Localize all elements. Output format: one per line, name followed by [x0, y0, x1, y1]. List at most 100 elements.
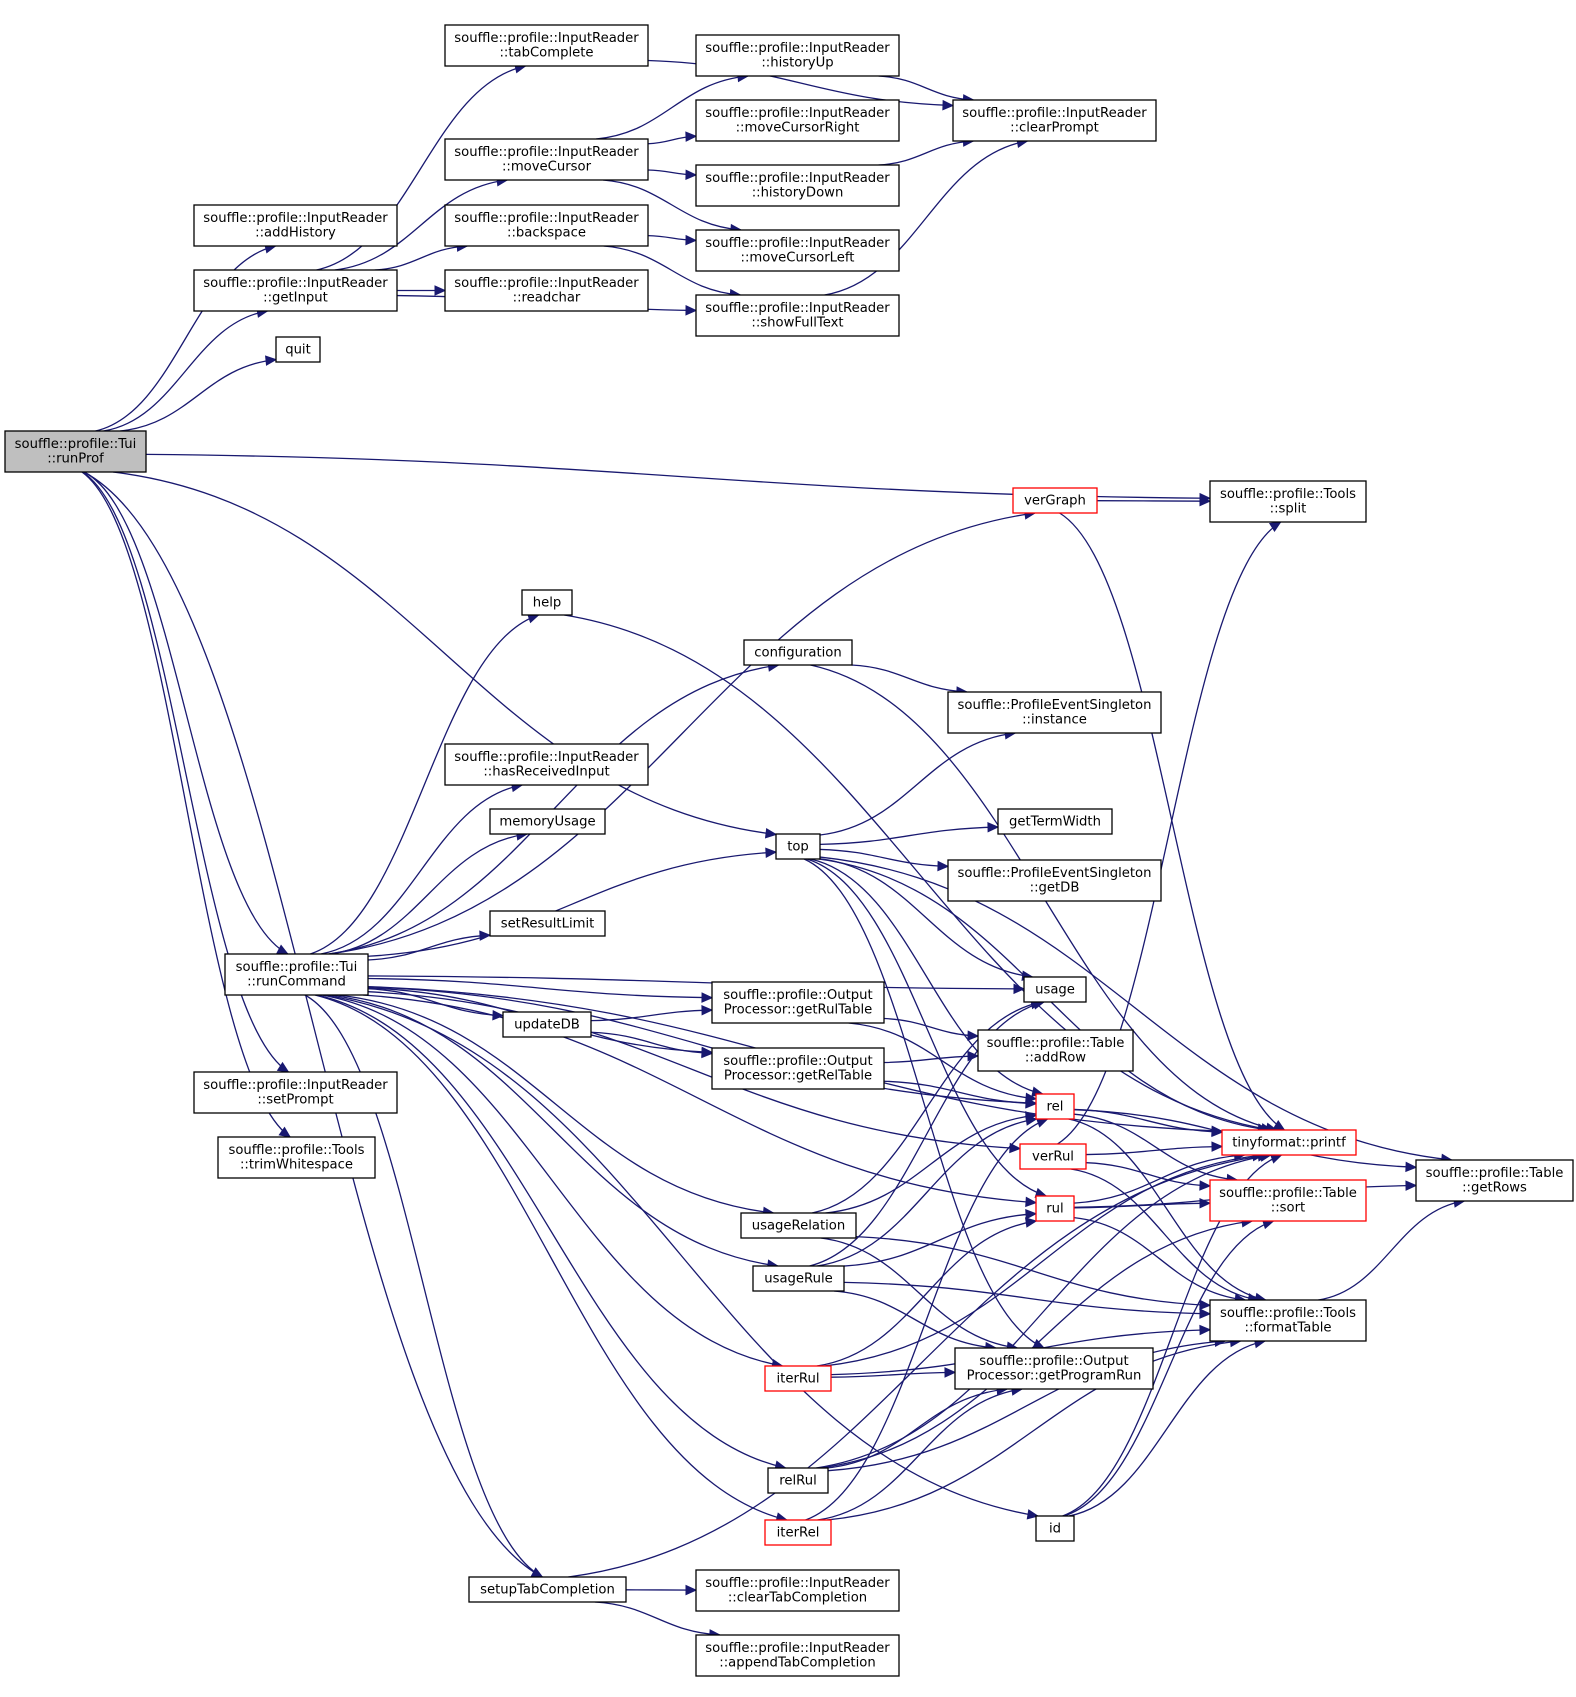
node-label-updateDB-0: updateDB [514, 1017, 580, 1032]
node-label-readchar-1: ::readchar [513, 291, 581, 306]
node-label-runProf-0: souffle::profile::Tui [15, 437, 137, 452]
node-runCommand[interactable]: souffle::profile::Tui::runCommand [225, 954, 368, 995]
node-label-getRows-0: souffle::profile::Table [1426, 1166, 1564, 1181]
edge-runProf-to-runCommand [84, 472, 288, 954]
node-runProf[interactable]: souffle::profile::Tui::runProf [5, 431, 146, 472]
node-getTermWidth[interactable]: getTermWidth [998, 809, 1112, 834]
arrowhead-tabComplete-to-clearPrompt [943, 101, 953, 110]
node-rel[interactable]: rel [1036, 1094, 1074, 1119]
node-hasReceivedInput[interactable]: souffle::profile::InputReader::hasReceiv… [445, 744, 648, 785]
node-formatTable[interactable]: souffle::profile::Tools::formatTable [1210, 1300, 1366, 1341]
node-moveCursor[interactable]: souffle::profile::InputReader::moveCurso… [445, 139, 648, 180]
node-label-clearPrompt-1: ::clearPrompt [1010, 121, 1099, 136]
node-getInput[interactable]: souffle::profile::InputReader::getInput [194, 270, 397, 311]
node-label-showFullText-1: ::showFullText [751, 316, 843, 331]
node-clearPrompt[interactable]: souffle::profile::InputReader::clearProm… [953, 100, 1156, 141]
edge-showFullText-to-clearPrompt [825, 141, 1028, 295]
node-appendTabCompletion[interactable]: souffle::profile::InputReader::appendTab… [696, 1635, 899, 1676]
arrowhead-runCommand-to-getRulTable [702, 993, 712, 1002]
node-label-id-0: id [1049, 1521, 1061, 1536]
node-historyDown[interactable]: souffle::profile::InputReader::historyDo… [696, 165, 899, 206]
node-label-split-0: souffle::profile::Tools [1220, 487, 1356, 502]
node-memoryUsage[interactable]: memoryUsage [490, 809, 605, 834]
arrowhead-rul-to-getRows [1406, 1181, 1416, 1190]
node-getProgramRun[interactable]: souffle::profile::OutputProcessor::getPr… [955, 1348, 1153, 1389]
node-moveCursorRight[interactable]: souffle::profile::InputReader::moveCurso… [696, 100, 899, 141]
edge-iterRul-to-printf [824, 1155, 1263, 1366]
edge-usageRule-to-formatTable [844, 1282, 1210, 1313]
node-historyUp[interactable]: souffle::profile::InputReader::historyUp [696, 35, 899, 76]
node-label-sort-0: souffle::profile::Table [1219, 1186, 1357, 1201]
arrowhead-getRulTable-to-addRow [968, 1031, 978, 1040]
node-label-verRul-0: verRul [1032, 1149, 1074, 1164]
edge-runProf-to-trimWhitespace [82, 472, 290, 1137]
node-label-instance-0: souffle::ProfileEventSingleton [958, 698, 1152, 713]
node-quit[interactable]: quit [276, 337, 320, 362]
node-label-historyDown-0: souffle::profile::InputReader [705, 171, 890, 186]
arrowhead-runProf-to-top [766, 829, 776, 838]
node-relRul[interactable]: relRul [768, 1468, 828, 1493]
node-addRow[interactable]: souffle::profile::Table::addRow [978, 1030, 1133, 1071]
node-iterRul[interactable]: iterRul [765, 1366, 831, 1391]
node-label-historyUp-0: souffle::profile::InputReader [705, 41, 890, 56]
node-label-addRow-0: souffle::profile::Table [987, 1036, 1125, 1051]
arrowhead-top-to-getDB [938, 862, 948, 871]
node-label-printf-0: tinyformat::printf [1232, 1135, 1346, 1150]
node-label-hasReceivedInput-1: ::hasReceivedInput [483, 765, 609, 780]
node-showFullText[interactable]: souffle::profile::InputReader::showFullT… [696, 295, 899, 336]
node-iterRel[interactable]: iterRel [765, 1520, 831, 1545]
node-clearTabCompletion[interactable]: souffle::profile::InputReader::clearTabC… [696, 1570, 899, 1611]
nodes-layer: souffle::profile::Tui::runProfsouffle::p… [5, 25, 1573, 1676]
node-top[interactable]: top [776, 834, 820, 859]
node-usage[interactable]: usage [1024, 977, 1086, 1002]
node-label-iterRel-0: iterRel [777, 1525, 820, 1540]
node-getRows[interactable]: souffle::profile::Table::getRows [1416, 1160, 1573, 1201]
arrowhead-top-to-getProgramRun [1033, 1340, 1044, 1348]
node-sort[interactable]: souffle::profile::Table::sort [1210, 1180, 1366, 1221]
node-setPrompt[interactable]: souffle::profile::InputReader::setPrompt [194, 1072, 397, 1113]
node-id[interactable]: id [1036, 1516, 1074, 1541]
node-trimWhitespace[interactable]: souffle::profile::Tools::trimWhitespace [218, 1137, 375, 1178]
node-instance[interactable]: souffle::ProfileEventSingleton::instance [948, 692, 1161, 733]
node-getDB[interactable]: souffle::ProfileEventSingleton::getDB [948, 860, 1161, 901]
node-label-quit-0: quit [285, 342, 311, 357]
node-tabComplete[interactable]: souffle::profile::InputReader::tabComple… [445, 25, 648, 66]
arrowhead-setupTabCompletion-to-clearTabCompletion [686, 1586, 696, 1595]
node-backspace[interactable]: souffle::profile::InputReader::backspace [445, 205, 648, 246]
node-verGraph[interactable]: verGraph [1013, 488, 1097, 513]
node-label-readchar-0: souffle::profile::InputReader [454, 276, 639, 291]
node-label-moveCursorLeft-0: souffle::profile::InputReader [705, 236, 890, 251]
node-label-split-1: ::split [1270, 502, 1307, 517]
node-label-getProgramRun-1: Processor::getProgramRun [967, 1369, 1142, 1384]
node-updateDB[interactable]: updateDB [503, 1012, 591, 1037]
node-split[interactable]: souffle::profile::Tools::split [1210, 481, 1366, 522]
node-label-relRul-0: relRul [779, 1473, 817, 1488]
node-label-getRelTable-0: souffle::profile::Output [723, 1054, 872, 1069]
node-usageRelation[interactable]: usageRelation [741, 1213, 856, 1238]
edge-runProf-to-setupTabCompletion [84, 472, 542, 1577]
node-configuration[interactable]: configuration [744, 640, 852, 665]
node-label-sort-1: ::sort [1271, 1201, 1305, 1216]
node-rul[interactable]: rul [1036, 1196, 1074, 1221]
node-moveCursorLeft[interactable]: souffle::profile::InputReader::moveCurso… [696, 230, 899, 271]
node-verRul[interactable]: verRul [1020, 1144, 1086, 1169]
node-label-verGraph-0: verGraph [1024, 493, 1086, 508]
node-readchar[interactable]: souffle::profile::InputReader::readchar [445, 270, 648, 311]
arrowhead-rel-to-getRows [1406, 1162, 1416, 1171]
node-addHistory[interactable]: souffle::profile::InputReader::addHistor… [194, 205, 397, 246]
node-setResultLimit[interactable]: setResultLimit [490, 911, 605, 936]
node-label-clearTabCompletion-1: ::clearTabCompletion [728, 1591, 867, 1606]
node-printf[interactable]: tinyformat::printf [1222, 1130, 1356, 1155]
arrowhead-iterRul-to-getProgramRun [945, 1368, 955, 1377]
node-setupTabCompletion[interactable]: setupTabCompletion [469, 1577, 626, 1602]
node-usageRule[interactable]: usageRule [753, 1266, 844, 1291]
node-label-usage-0: usage [1035, 982, 1075, 997]
node-label-configuration-0: configuration [754, 645, 841, 660]
node-help[interactable]: help [522, 590, 572, 615]
node-label-appendTabCompletion-0: souffle::profile::InputReader [705, 1641, 890, 1656]
node-getRulTable[interactable]: souffle::profile::OutputProcessor::getRu… [712, 982, 884, 1023]
arrowhead-verRul-to-printf [1212, 1142, 1222, 1151]
node-label-getRelTable-1: Processor::getRelTable [724, 1069, 872, 1084]
node-getRelTable[interactable]: souffle::profile::OutputProcessor::getRe… [712, 1048, 884, 1089]
node-label-backspace-1: ::backspace [507, 226, 586, 241]
